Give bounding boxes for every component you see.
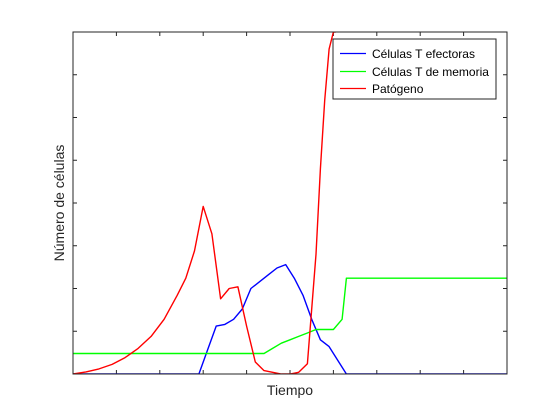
plot-frame — [72, 31, 508, 375]
legend: Células T efectoras Células T de memoria… — [332, 38, 497, 100]
series-line-memory-t-cells — [73, 277, 507, 355]
series-line-pathogen — [73, 32, 336, 374]
series-layer — [73, 32, 507, 374]
legend-label-memory: Células T de memoria — [372, 65, 489, 79]
legend-label-effector: Células T efectoras — [372, 47, 475, 61]
x-axis-label: Tiempo — [267, 382, 313, 398]
series-line-effector-t-cells — [73, 263, 507, 374]
y-axis-label: Número de células — [51, 145, 67, 262]
legend-label-pathogen: Patógeno — [372, 82, 424, 96]
